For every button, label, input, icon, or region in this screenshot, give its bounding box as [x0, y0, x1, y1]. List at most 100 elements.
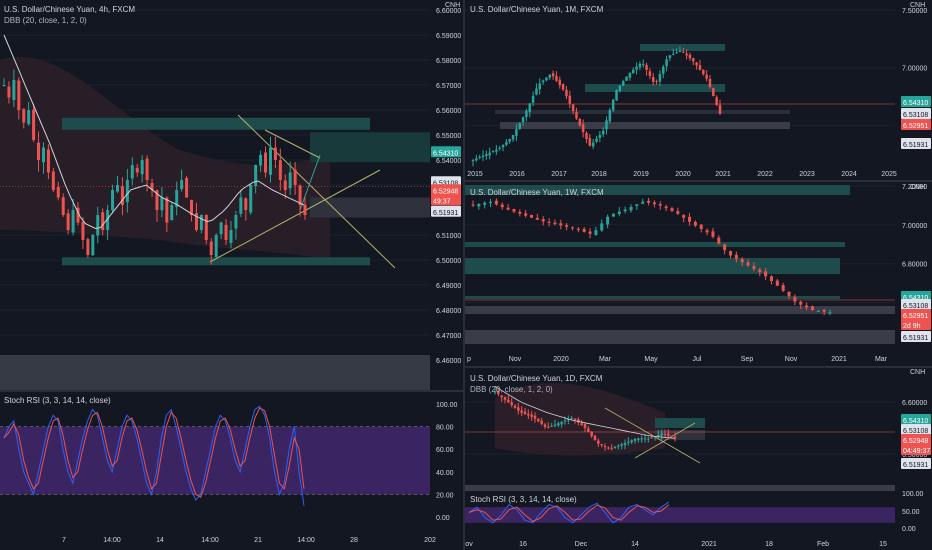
panel-1d[interactable]: 6.60000 6.50000 CNH 100.00 50.00 0.00 ov 16 Dec 1… — [465, 368, 932, 550]
panel-4h-rsi[interactable]: 100.00 80.00 60.00 40.00 20.00 0.00 Stoch RSI… — [0, 392, 463, 530]
y-tick-label: 6.49000 — [436, 283, 461, 290]
candle — [273, 147, 277, 160]
candle — [629, 207, 633, 211]
candle — [822, 309, 826, 312]
candle — [553, 222, 557, 225]
candle — [495, 149, 498, 152]
candle — [214, 235, 218, 258]
candle — [288, 172, 292, 189]
candle — [645, 64, 648, 71]
moving-average-line — [3, 34, 305, 230]
y-tick-label: 6.55000 — [436, 133, 461, 140]
x-tick-label: Jul — [693, 356, 702, 363]
chart-1d[interactable]: 6.60000 6.50000 CNH 100.00 50.00 0.00 ov 16 Dec 1… — [465, 368, 932, 550]
candle — [769, 276, 773, 282]
y-tick-label: 6.50000 — [436, 258, 461, 265]
candle — [56, 187, 60, 198]
candle — [537, 418, 540, 422]
candle — [635, 204, 639, 206]
x-tick-label: 2016 — [509, 171, 525, 178]
candle — [550, 425, 553, 427]
candle — [101, 212, 105, 230]
candle — [175, 190, 179, 208]
candle — [657, 434, 660, 437]
candle — [816, 310, 820, 312]
panel-4h-title: U.S. Dollar/Chinese Yuan, 4h, FXCM — [4, 5, 136, 14]
divider[interactable] — [0, 390, 463, 392]
price-tag-label: 2d 9h — [903, 323, 921, 330]
candle — [497, 390, 500, 395]
candle — [27, 110, 31, 125]
candle — [194, 213, 198, 230]
rsi-4h: 100.00 80.00 60.00 40.00 20.00 0.00 — [0, 402, 458, 522]
candle — [621, 81, 625, 86]
rsi-tick-label: 80.00 — [436, 425, 454, 432]
zone — [465, 306, 895, 314]
rsi-tick-label: 100.00 — [436, 402, 458, 409]
candle — [828, 312, 832, 314]
x-tick-label: 2018 — [591, 171, 607, 178]
bollinger-band-area — [0, 56, 330, 260]
candle — [611, 213, 615, 217]
zone — [495, 110, 790, 114]
price-tag — [901, 414, 931, 425]
candle — [615, 90, 618, 101]
candle — [633, 438, 637, 441]
panel-1w[interactable]: 7.200007.000006.800006.60000CNHpNov2020M… — [465, 182, 932, 366]
price-tag-label: 6.54310 — [903, 295, 928, 302]
x-tick-label: 2021 — [715, 171, 731, 178]
candle — [758, 269, 762, 273]
candle — [597, 440, 600, 444]
candle — [630, 440, 633, 443]
panel-4h-price[interactable]: 6.60000 6.59000 6.58000 6.57000 6.56000 6.550… — [0, 0, 463, 390]
candle — [481, 155, 485, 158]
candle — [488, 152, 491, 156]
chart-4h[interactable]: 6.60000 6.59000 6.58000 6.57000 6.56000 6.550… — [0, 0, 463, 390]
price-tag — [901, 138, 931, 149]
y-tick-label: 6.57000 — [436, 83, 461, 90]
candle — [96, 215, 100, 236]
panel-4h-xaxis[interactable]: 7 14:00 14 14:00 21 14:00 28 202 — [0, 530, 463, 550]
stoch-d-line — [468, 504, 670, 523]
x-tick-label: Mar — [599, 356, 612, 363]
candle — [567, 419, 570, 421]
price-tag — [431, 146, 461, 158]
panel-1m[interactable]: 7.500007.000006.50000CNH2015201620172018… — [465, 0, 932, 180]
candle — [268, 147, 272, 175]
y-tick-label: 7.20000 — [902, 184, 927, 191]
candle — [303, 204, 307, 215]
candle — [647, 438, 650, 440]
chart-1m[interactable]: 7.500007.000006.50000CNH2015201620172018… — [465, 0, 932, 180]
candle — [717, 237, 721, 244]
candle — [672, 53, 675, 55]
price-tag-label: 6.51931 — [903, 462, 928, 469]
y-tick-label: 6.50000 — [902, 452, 927, 459]
candle — [531, 95, 535, 103]
vertical-divider[interactable] — [463, 0, 465, 550]
x-tick-label: ov — [465, 541, 473, 548]
price-tag — [901, 319, 931, 330]
candle — [483, 202, 487, 205]
candle — [140, 160, 144, 175]
candle — [682, 51, 685, 53]
candle — [565, 225, 569, 227]
chart-1w[interactable]: 7.200007.000006.800006.60000CNHpNov2020M… — [465, 182, 932, 366]
candle — [170, 205, 174, 221]
divider[interactable] — [465, 366, 932, 368]
candle — [699, 224, 703, 229]
candle — [637, 438, 640, 440]
candle — [734, 254, 738, 259]
candle — [524, 213, 528, 216]
candle — [568, 95, 572, 104]
candle — [555, 75, 558, 81]
candle — [32, 109, 36, 140]
candle — [663, 434, 667, 436]
candle — [631, 69, 635, 74]
divider[interactable] — [465, 180, 932, 182]
candle — [578, 118, 582, 126]
candle — [611, 99, 615, 111]
candle — [278, 160, 282, 180]
candle — [600, 223, 604, 231]
candle — [234, 215, 238, 229]
candle — [670, 435, 673, 438]
